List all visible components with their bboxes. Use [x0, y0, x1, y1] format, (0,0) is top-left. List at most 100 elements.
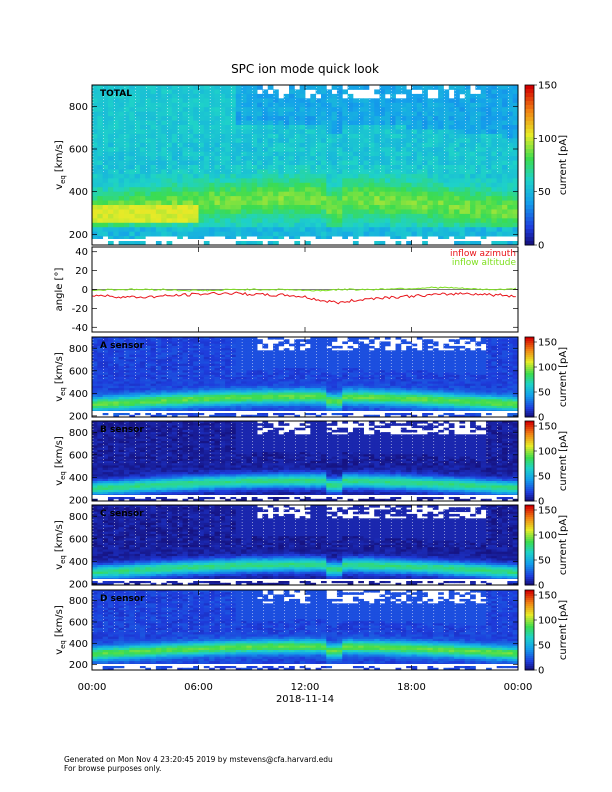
- heatmap-cell: [432, 218, 439, 224]
- heatmap-cell: [129, 365, 136, 369]
- heatmap-cell: [379, 365, 386, 369]
- heatmap-cell: [299, 354, 306, 358]
- heatmap-cell: [326, 390, 333, 393]
- heatmap-cell: [219, 370, 226, 373]
- heatmap-cell: [166, 408, 173, 411]
- heatmap-cell: [315, 218, 322, 224]
- heatmap-cell: [374, 383, 380, 387]
- heatmap-cell: [92, 209, 98, 215]
- heatmap-cell: [139, 381, 146, 385]
- heatmap-cell: [230, 392, 237, 396]
- heatmap-cell: [432, 116, 439, 121]
- heatmap-cell: [145, 345, 151, 349]
- heatmap-cell: [139, 379, 146, 382]
- panel-label: TOTAL: [100, 89, 132, 99]
- heatmap-cell: [368, 397, 375, 400]
- heatmap-cell: [496, 156, 503, 161]
- heatmap-cell: [390, 107, 396, 113]
- heatmap-cell: [336, 354, 343, 358]
- heatmap-cell: [400, 205, 407, 210]
- heatmap-cell: [166, 213, 173, 219]
- heatmap-cell: [102, 107, 109, 113]
- heatmap-cell: [257, 403, 263, 407]
- heatmap-cell: [246, 350, 253, 353]
- heatmap-cell: [390, 102, 396, 108]
- heatmap-cell: [230, 379, 237, 382]
- heatmap-cell: [336, 129, 343, 135]
- heatmap-cell: [363, 388, 370, 391]
- heatmap-cell: [470, 187, 476, 193]
- heatmap-cell: [118, 138, 125, 144]
- heatmap-cell: [374, 388, 380, 391]
- heatmap-cell: [400, 374, 407, 378]
- heatmap-cell: [299, 372, 306, 376]
- heatmap-cell: [459, 111, 466, 117]
- heatmap-cell: [225, 147, 231, 153]
- heatmap-cell: [262, 374, 269, 378]
- heatmap-cell: [368, 142, 375, 148]
- heatmap-cell: [113, 374, 120, 378]
- heatmap-cell: [422, 209, 428, 215]
- heatmap-cell: [283, 370, 290, 373]
- heatmap-cell: [129, 102, 136, 108]
- heatmap-cell: [480, 138, 487, 144]
- heatmap-cell: [102, 401, 109, 405]
- heatmap-cell: [241, 401, 247, 405]
- heatmap-cell: [139, 372, 146, 376]
- colorbar-swatch: [525, 121, 534, 126]
- heatmap-cell: [496, 173, 503, 179]
- heatmap-cell: [331, 231, 338, 237]
- heatmap-cell: [384, 98, 391, 104]
- heatmap-cell: [480, 213, 487, 219]
- heatmap-cell: [92, 156, 98, 161]
- heatmap-cell: [352, 337, 359, 340]
- heatmap-cell: [177, 89, 183, 95]
- heatmap-cell: [182, 363, 189, 367]
- heatmap-cell: [336, 142, 343, 148]
- heatmap-cell: [129, 381, 136, 385]
- heatmap-cell: [107, 405, 114, 409]
- heatmap-cell: [480, 151, 487, 157]
- heatmap-cell: [278, 236, 285, 241]
- heatmap-cell: [283, 227, 290, 233]
- heatmap-cell: [182, 213, 189, 219]
- heatmap-cell: [374, 178, 380, 184]
- heatmap-cell: [241, 129, 247, 135]
- heatmap-cell: [155, 160, 162, 166]
- heatmap-cell: [422, 361, 428, 365]
- heatmap-cell: [454, 125, 460, 130]
- heatmap-cell: [342, 408, 348, 411]
- heatmap-cell: [384, 372, 391, 376]
- heatmap-cell: [395, 187, 402, 193]
- heatmap-cell: [129, 350, 136, 353]
- heatmap-cell: [209, 354, 215, 358]
- heatmap-cell: [400, 85, 407, 90]
- heatmap-cell: [97, 138, 104, 144]
- heatmap-cell: [166, 205, 173, 210]
- heatmap-cell: [193, 182, 199, 188]
- heatmap-cell: [171, 403, 178, 407]
- heatmap-cell: [166, 345, 173, 349]
- heatmap-cell: [326, 196, 333, 201]
- heatmap-cell: [363, 85, 370, 90]
- heatmap-cell: [294, 361, 301, 365]
- heatmap-cell: [480, 236, 487, 241]
- heatmap-cell: [267, 133, 274, 139]
- heatmap-cell: [294, 348, 301, 351]
- heatmap-cell: [310, 182, 317, 188]
- heatmap-cell: [454, 93, 460, 99]
- heatmap-cell: [368, 205, 375, 210]
- heatmap-cell: [219, 138, 226, 144]
- heatmap-cell: [422, 93, 428, 99]
- heatmap-cell: [363, 200, 370, 206]
- heatmap-cell: [225, 213, 231, 219]
- heatmap-cell: [235, 151, 242, 157]
- heatmap-cell: [416, 187, 423, 193]
- heatmap-cell: [368, 191, 375, 197]
- heatmap-cell: [278, 399, 285, 402]
- heatmap-cell: [422, 213, 428, 219]
- heatmap-cell: [214, 227, 221, 233]
- heatmap-cell: [214, 142, 221, 148]
- heatmap-cell: [262, 236, 269, 241]
